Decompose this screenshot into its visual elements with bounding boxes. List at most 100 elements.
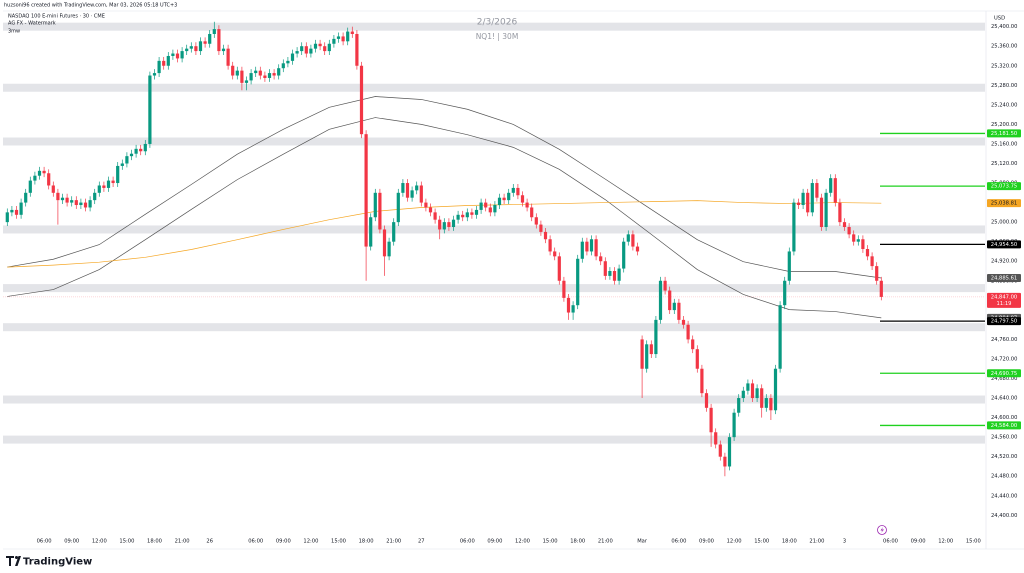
- candle-body: [70, 200, 74, 203]
- x-tick-label: 21:00: [598, 539, 613, 545]
- candle-body: [741, 390, 745, 399]
- candle-body: [162, 60, 166, 66]
- candle-body: [553, 251, 557, 257]
- candle-body: [42, 170, 46, 174]
- candle-body: [74, 200, 78, 206]
- candle-body: [88, 200, 92, 208]
- candle-body: [461, 214, 465, 218]
- candle-body: [760, 388, 764, 408]
- y-tick-label: 25,200.00: [991, 122, 1017, 128]
- price-labels: 24,885.6124,804.0725,038.8125,181.5025,0…: [987, 129, 1021, 430]
- candle-body: [419, 185, 423, 203]
- candle-body: [488, 207, 492, 213]
- candle-body: [746, 383, 750, 391]
- candle-body: [773, 368, 778, 411]
- event-icon-bolt: [880, 527, 884, 533]
- candle-body: [585, 241, 589, 252]
- event-icon[interactable]: [877, 525, 887, 535]
- candle-body: [217, 29, 221, 52]
- candle-body: [221, 48, 226, 52]
- x-tick-label: 09:00: [699, 539, 714, 545]
- currency: USD: [994, 16, 1005, 22]
- candle-body: [525, 202, 529, 208]
- candle-body: [102, 185, 106, 188]
- y-tick-label: 25,360.00: [991, 44, 1017, 50]
- x-tick-label: 06:00: [671, 539, 686, 545]
- candle-body: [272, 73, 276, 76]
- zone: [3, 137, 985, 146]
- indicator-line: [7, 96, 882, 279]
- candle-body: [571, 305, 575, 313]
- y-tick-label: 25,160.00: [991, 141, 1017, 147]
- candle-body: [507, 192, 511, 201]
- level-price-box: [987, 240, 1021, 249]
- candle-body: [815, 183, 819, 198]
- candle-body: [60, 197, 65, 201]
- candle-body: [732, 412, 736, 438]
- note: AG FX - Watermark: [8, 21, 56, 27]
- candle-body: [691, 339, 695, 350]
- candle-body: [792, 202, 796, 252]
- candle-body: [727, 437, 732, 467]
- level-price-box: [987, 369, 1021, 378]
- candle-body: [346, 31, 350, 42]
- symbol-title: NASDAQ 100 E-mini Futures · 30 · CME: [8, 14, 105, 20]
- candle-body: [240, 70, 244, 83]
- candle-body: [37, 170, 42, 176]
- zone: [3, 323, 985, 332]
- candle-body: [267, 73, 272, 78]
- x-tick-label: 26: [206, 539, 213, 545]
- candle-body: [787, 251, 791, 281]
- candle-body: [295, 51, 299, 54]
- candle-body: [382, 229, 387, 257]
- candle-body: [175, 53, 180, 59]
- x-tick-label: 15:00: [119, 539, 134, 545]
- level-price-label: 25,073.75: [991, 184, 1017, 190]
- y-tick-label: 24,720.00: [991, 356, 1017, 362]
- candle-body: [557, 256, 561, 281]
- candle-body: [277, 68, 281, 76]
- x-tick-label: 21:00: [175, 539, 190, 545]
- x-tick-label: 21:00: [809, 539, 824, 545]
- candles: [5, 21, 883, 477]
- candle-body: [479, 202, 483, 210]
- candle-body: [369, 217, 373, 247]
- candle-body: [847, 227, 851, 235]
- candle-body: [24, 192, 28, 203]
- candle-body: [686, 324, 690, 340]
- level-price-box: [987, 129, 1021, 138]
- candle-body: [654, 319, 658, 355]
- candle-body: [318, 43, 322, 47]
- candle-body: [203, 41, 207, 44]
- x-tick-label: Mar: [637, 539, 648, 545]
- x-tick-label: 12:00: [515, 539, 530, 545]
- candle-body: [539, 224, 543, 232]
- candle-body: [737, 398, 741, 413]
- x-tick-label: 09:00: [276, 539, 291, 545]
- indicator-price-box: [987, 274, 1021, 283]
- candle-body: [622, 241, 626, 269]
- candle-body: [226, 48, 230, 66]
- level-price-box: [987, 317, 1021, 326]
- candle-body: [424, 202, 428, 208]
- x-tick-label: 09:00: [911, 539, 926, 545]
- x-tick-label: 12:00: [938, 539, 953, 545]
- candle-body: [341, 36, 345, 42]
- candle-body: [810, 183, 814, 213]
- last-price-label: 24,847.00: [991, 294, 1017, 300]
- candle-body: [373, 192, 377, 218]
- y-tick-label: 24,920.00: [991, 259, 1017, 265]
- x-tick-label: 18:00: [782, 539, 797, 545]
- candle-body: [589, 239, 594, 252]
- candle-body: [451, 219, 456, 228]
- candle-body: [125, 156, 129, 164]
- candle-body: [396, 192, 400, 223]
- candle-body: [599, 256, 603, 262]
- level-price-label: 24,954.50: [991, 242, 1017, 248]
- candle-body: [750, 383, 755, 399]
- candle-body: [534, 217, 538, 225]
- candle-body: [263, 75, 267, 78]
- candle-body: [603, 261, 607, 276]
- indicator-price-box: [987, 199, 1021, 208]
